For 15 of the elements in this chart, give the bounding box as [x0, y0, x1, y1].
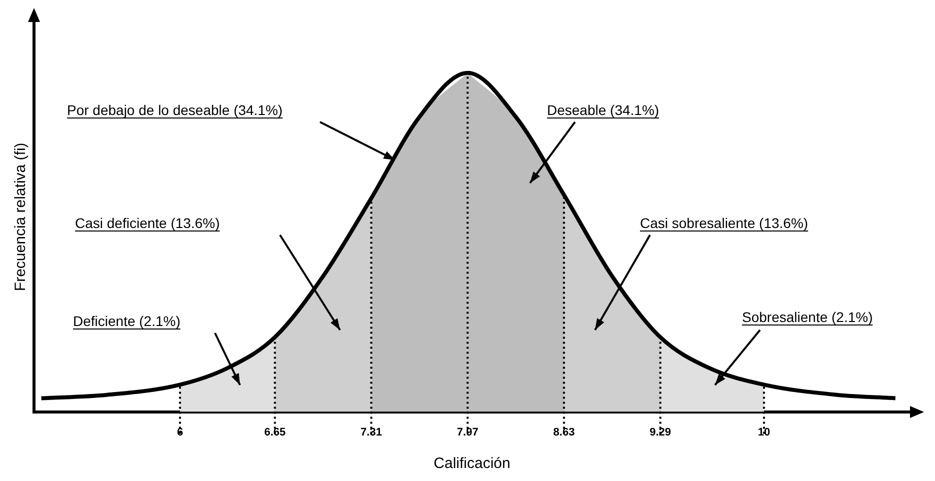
annotation: Casi sobresaliente (13.6%) — [640, 215, 808, 231]
x-tick-label: 6.65 — [264, 426, 286, 438]
x-tick-label: 8.63 — [553, 426, 575, 438]
annotation: Casi deficiente (13.6%) — [75, 215, 220, 231]
annotation: Sobresaliente (2.1%) — [742, 309, 873, 325]
x-axis-title: Calificación — [434, 455, 510, 472]
x-tick-label: 10 — [758, 426, 770, 438]
x-tick-label: 7.97 — [456, 426, 478, 438]
y-axis-title: Frecuencia relativa (fi) — [12, 142, 30, 292]
annotation: Deficiente (2.1%) — [73, 313, 180, 329]
x-tick-label: 6 — [176, 426, 184, 438]
x-tick-label: 9.29 — [650, 426, 672, 438]
annotation: Deseable (34.1%) — [547, 102, 660, 118]
x-tick-label: 7.31 — [360, 426, 382, 438]
annotation: Por debajo de lo deseable (34.1%) — [67, 102, 283, 118]
